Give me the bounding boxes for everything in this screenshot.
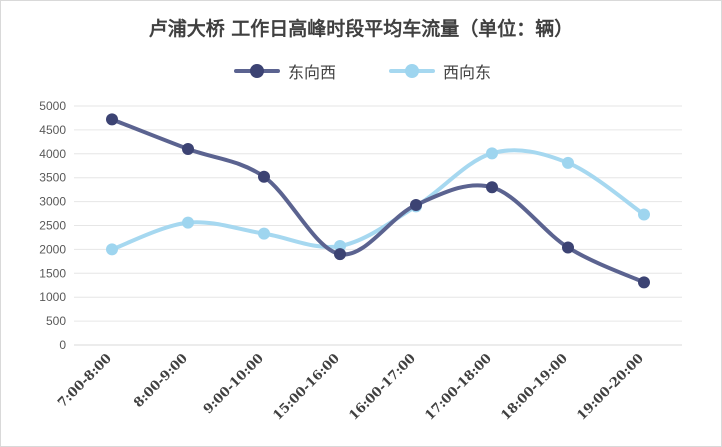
y-tick-label-4000: 4000: [39, 147, 66, 161]
legend-label-series-2: 西向东: [443, 63, 492, 82]
x-tick-label-7: 18:00-19:00: [498, 351, 570, 423]
legend-item-series-1[interactable]: 东向西: [232, 59, 336, 83]
data-point-series-2-3: [258, 227, 270, 240]
legend-item-series-2[interactable]: 西向东: [387, 59, 491, 83]
y-tick-label-1500: 1500: [39, 266, 66, 280]
data-point-series-1-2: [182, 143, 194, 156]
x-tick-label-8: 19:00-20:00: [574, 351, 646, 423]
y-tick-label-0: 0: [59, 338, 66, 352]
data-point-series-1-1: [106, 113, 118, 126]
x-tick-label-6: 17:00-18:00: [422, 351, 494, 423]
x-tick-label-1: 7:00-8:00: [55, 351, 115, 411]
legend-swatch-series-2: [387, 59, 437, 83]
y-tick-label-2500: 2500: [39, 219, 66, 233]
legend: 东向西 西向东: [0, 59, 722, 83]
data-point-series-2-7: [562, 156, 574, 169]
y-tick-label-500: 500: [46, 314, 66, 328]
y-tick-label-3500: 3500: [39, 171, 66, 185]
data-point-series-1-7: [562, 241, 574, 254]
y-tick-label-1000: 1000: [39, 290, 66, 304]
data-point-series-2-6: [486, 147, 498, 160]
y-tick-label-4500: 4500: [39, 123, 66, 137]
data-point-series-2-8: [638, 208, 650, 221]
x-tick-label-4: 15:00-16:00: [270, 351, 342, 423]
data-point-series-1-8: [638, 276, 650, 289]
data-point-series-1-5: [410, 198, 422, 211]
x-tick-label-5: 16:00-17:00: [346, 351, 418, 423]
data-point-series-2-2: [182, 216, 194, 229]
y-tick-label-3000: 3000: [39, 195, 66, 209]
data-point-series-2-1: [106, 243, 118, 256]
x-tick-label-2: 8:00-9:00: [131, 351, 191, 411]
data-point-series-1-6: [486, 181, 498, 194]
data-point-series-1-3: [258, 170, 270, 183]
x-tick-label-3: 9:00-10:00: [201, 351, 267, 417]
y-tick-label-5000: 5000: [39, 99, 66, 113]
legend-label-series-1: 东向西: [288, 63, 337, 82]
series-line-1: [110, 117, 646, 285]
chart-title: 卢浦大桥 工作日高峰时段平均车流量（单位：辆）: [148, 18, 574, 40]
data-point-series-1-4: [334, 248, 346, 261]
legend-swatch-series-1: [232, 59, 282, 83]
y-tick-label-2000: 2000: [39, 242, 66, 256]
